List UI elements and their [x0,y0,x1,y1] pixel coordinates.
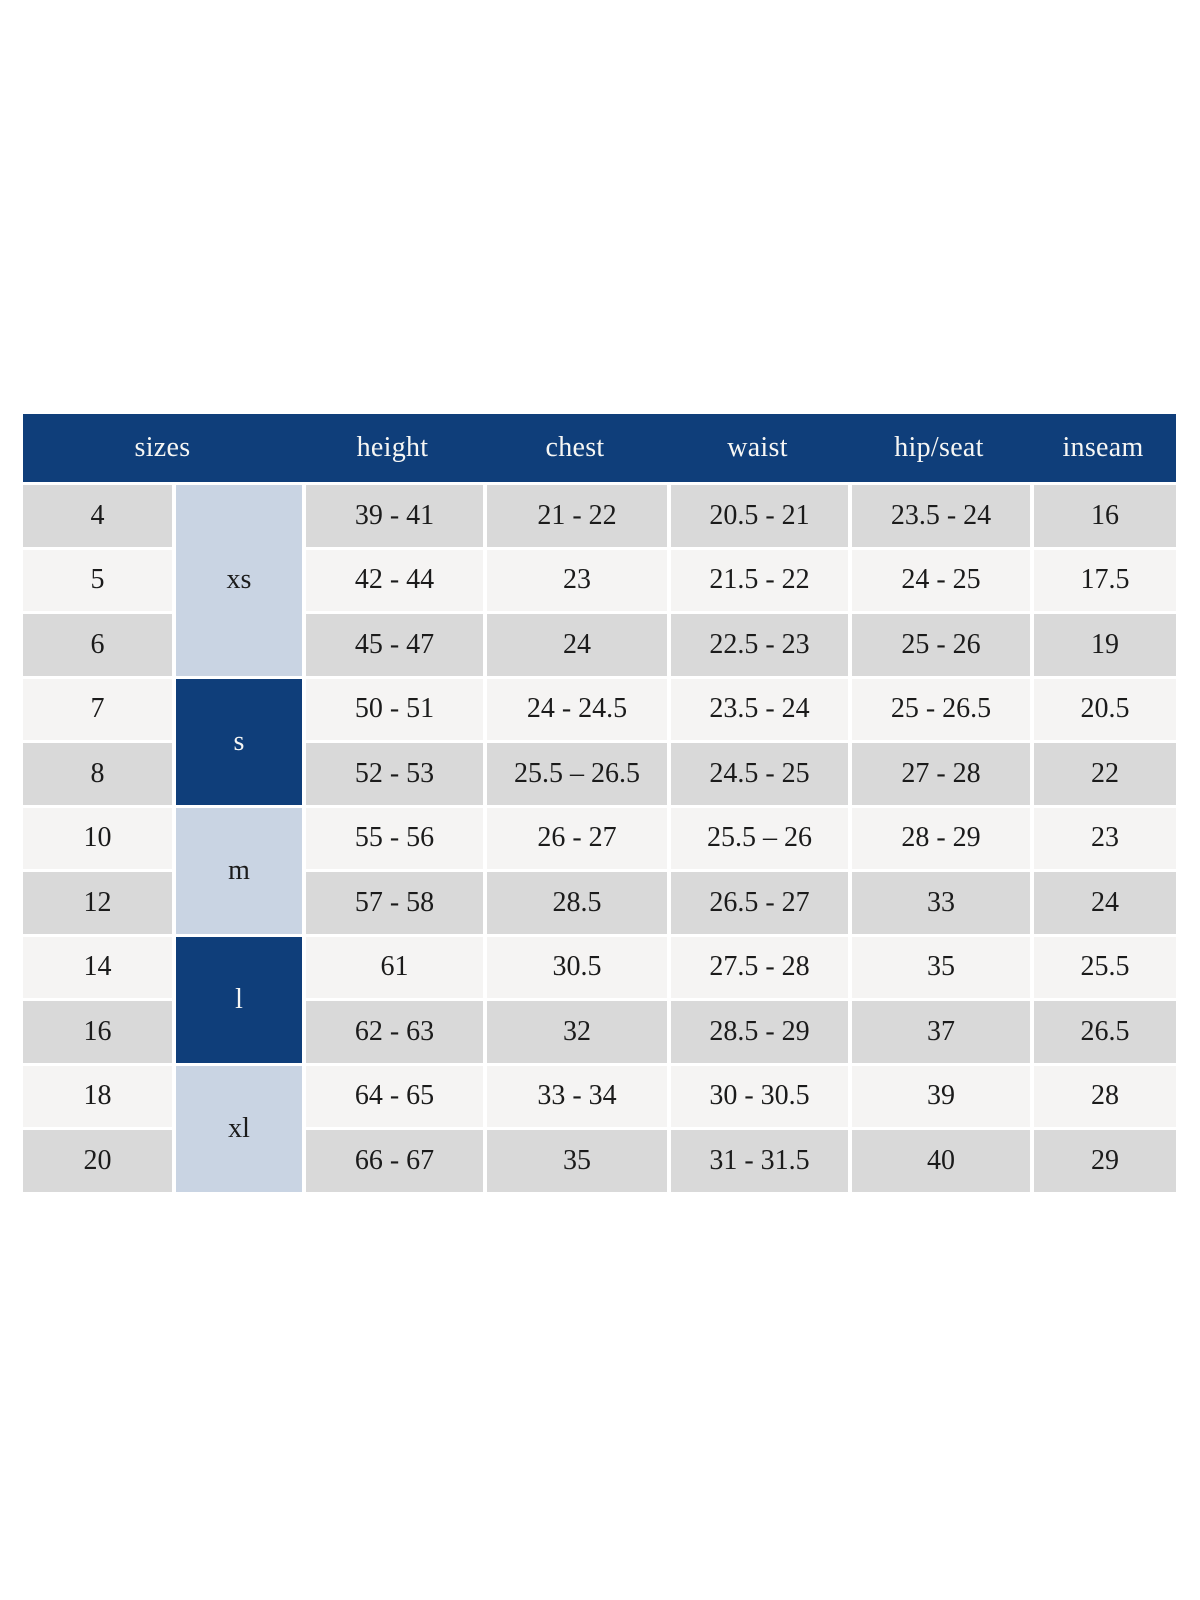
hip-seat-cell: 37 [848,998,1030,1063]
size-cell: 10 [23,804,172,869]
table-row: 18 xl 64 - 65 33 - 34 30 - 30.5 39 28 [23,1062,1176,1192]
inseam-cell: 23 [1030,804,1176,869]
size-group-m: m [172,804,302,934]
hip-seat-cell: 33 [848,869,1030,934]
size-cell: 14 [23,933,172,998]
inseam-cell: 26.5 [1030,998,1176,1063]
table-row: 14 l 61 30.5 27.5 - 28 35 25.5 [23,933,1176,1063]
waist-cell: 22.5 - 23 [667,611,848,676]
size-cell: 20 [23,1127,172,1192]
waist-cell: 30 - 30.5 [667,1062,848,1127]
height-cell: 45 - 47 [302,611,483,676]
size-cell: 5 [23,546,172,611]
chest-cell: 30.5 [483,933,667,998]
chest-cell: 32 [483,998,667,1063]
table-row: 16 62 - 63 32 28.5 - 29 37 26.5 [23,998,1176,1063]
header-row: sizes height chest waist hip/seat inseam [23,414,1176,482]
chest-cell: 23 [483,546,667,611]
inseam-cell: 25.5 [1030,933,1176,998]
size-chart-table: sizes height chest waist hip/seat inseam… [23,414,1176,1192]
hip-seat-cell: 25 - 26.5 [848,675,1030,740]
hip-seat-cell: 39 [848,1062,1030,1127]
size-cell: 8 [23,740,172,805]
inseam-cell: 24 [1030,869,1176,934]
col-header-hip-seat: hip/seat [848,414,1030,482]
height-cell: 64 - 65 [302,1062,483,1127]
hip-seat-cell: 25 - 26 [848,611,1030,676]
chest-cell: 25.5 – 26.5 [483,740,667,805]
chest-cell: 21 - 22 [483,482,667,547]
waist-cell: 20.5 - 21 [667,482,848,547]
table-row: 7 s 50 - 51 24 - 24.5 23.5 - 24 25 - 26.… [23,675,1176,805]
chest-cell: 24 [483,611,667,676]
size-cell: 16 [23,998,172,1063]
waist-cell: 31 - 31.5 [667,1127,848,1192]
height-cell: 66 - 67 [302,1127,483,1192]
col-header-inseam: inseam [1030,414,1176,482]
size-group-s: s [172,675,302,805]
hip-seat-cell: 24 - 25 [848,546,1030,611]
table-row: 20 66 - 67 35 31 - 31.5 40 29 [23,1127,1176,1192]
hip-seat-cell: 28 - 29 [848,804,1030,869]
chest-cell: 33 - 34 [483,1062,667,1127]
col-header-chest: chest [483,414,667,482]
height-cell: 61 [302,933,483,998]
height-cell: 42 - 44 [302,546,483,611]
waist-cell: 28.5 - 29 [667,998,848,1063]
size-group-xs: xs [172,482,302,676]
inseam-cell: 17.5 [1030,546,1176,611]
inseam-cell: 22 [1030,740,1176,805]
size-group-xl: xl [172,1062,302,1192]
table-row: 6 45 - 47 24 22.5 - 23 25 - 26 19 [23,611,1176,676]
table-row: 12 57 - 58 28.5 26.5 - 27 33 24 [23,869,1176,934]
waist-cell: 24.5 - 25 [667,740,848,805]
chest-cell: 35 [483,1127,667,1192]
size-group-l: l [172,933,302,1063]
waist-cell: 21.5 - 22 [667,546,848,611]
size-cell: 6 [23,611,172,676]
chest-cell: 28.5 [483,869,667,934]
chest-cell: 26 - 27 [483,804,667,869]
inseam-cell: 19 [1030,611,1176,676]
col-header-waist: waist [667,414,848,482]
inseam-cell: 20.5 [1030,675,1176,740]
height-cell: 39 - 41 [302,482,483,547]
table-row: 5 42 - 44 23 21.5 - 22 24 - 25 17.5 [23,546,1176,611]
hip-seat-cell: 27 - 28 [848,740,1030,805]
hip-seat-cell: 40 [848,1127,1030,1192]
table-row: 4 xs 39 - 41 21 - 22 20.5 - 21 23.5 - 24… [23,482,1176,676]
waist-cell: 25.5 – 26 [667,804,848,869]
size-cell: 4 [23,482,172,547]
size-cell: 12 [23,869,172,934]
hip-seat-cell: 23.5 - 24 [848,482,1030,547]
waist-cell: 26.5 - 27 [667,869,848,934]
col-header-sizes: sizes [23,414,302,482]
inseam-cell: 29 [1030,1127,1176,1192]
waist-cell: 27.5 - 28 [667,933,848,998]
height-cell: 52 - 53 [302,740,483,805]
size-cell: 18 [23,1062,172,1127]
hip-seat-cell: 35 [848,933,1030,998]
height-cell: 62 - 63 [302,998,483,1063]
size-cell: 7 [23,675,172,740]
height-cell: 57 - 58 [302,869,483,934]
table-row: 10 m 55 - 56 26 - 27 25.5 – 26 28 - 29 2… [23,804,1176,934]
height-cell: 50 - 51 [302,675,483,740]
height-cell: 55 - 56 [302,804,483,869]
inseam-cell: 28 [1030,1062,1176,1127]
table-row: 8 52 - 53 25.5 – 26.5 24.5 - 25 27 - 28 … [23,740,1176,805]
col-header-height: height [302,414,483,482]
chest-cell: 24 - 24.5 [483,675,667,740]
waist-cell: 23.5 - 24 [667,675,848,740]
inseam-cell: 16 [1030,482,1176,547]
